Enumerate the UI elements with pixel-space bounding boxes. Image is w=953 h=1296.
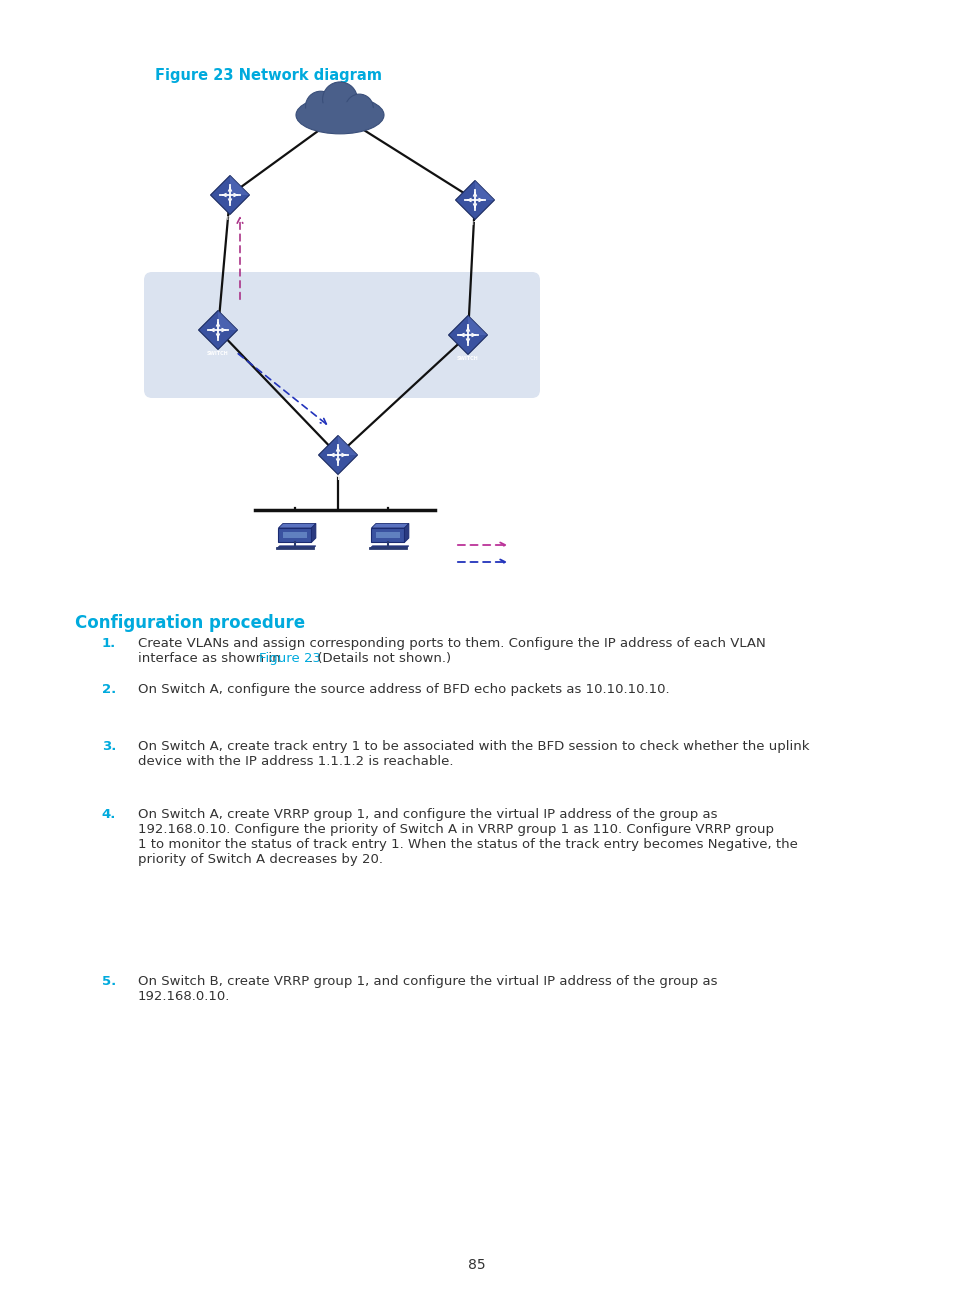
Text: On Switch B, create VRRP group 1, and configure the virtual IP address of the gr: On Switch B, create VRRP group 1, and co… <box>138 975 717 988</box>
Text: 2.: 2. <box>102 683 116 696</box>
Text: 3.: 3. <box>102 740 116 753</box>
Polygon shape <box>198 311 237 350</box>
FancyBboxPatch shape <box>144 272 539 398</box>
Circle shape <box>345 95 373 122</box>
Text: SWITCH: SWITCH <box>456 356 478 362</box>
Text: Configuration procedure: Configuration procedure <box>75 614 305 632</box>
Circle shape <box>305 91 335 122</box>
Text: 4.: 4. <box>102 807 116 820</box>
Polygon shape <box>455 180 494 219</box>
Text: 1 to monitor the status of track entry 1. When the status of the track entry bec: 1 to monitor the status of track entry 1… <box>138 839 797 851</box>
Text: 192.168.0.10.: 192.168.0.10. <box>138 990 230 1003</box>
Polygon shape <box>475 180 494 200</box>
Polygon shape <box>230 175 250 194</box>
Ellipse shape <box>300 102 379 128</box>
Text: 192.168.0.10. Configure the priority of Switch A in VRRP group 1 as 110. Configu: 192.168.0.10. Configure the priority of … <box>138 823 773 836</box>
Polygon shape <box>276 546 315 548</box>
Polygon shape <box>371 524 409 527</box>
Polygon shape <box>404 524 409 543</box>
Text: device with the IP address 1.1.1.2 is reachable.: device with the IP address 1.1.1.2 is re… <box>138 756 453 769</box>
Text: On Switch A, create VRRP group 1, and configure the virtual IP address of the gr: On Switch A, create VRRP group 1, and co… <box>138 807 717 820</box>
Text: SWITCH: SWITCH <box>207 351 229 356</box>
Text: On Switch A, create track entry 1 to be associated with the BFD session to check: On Switch A, create track entry 1 to be … <box>138 740 809 753</box>
Text: 1.: 1. <box>102 638 116 651</box>
Polygon shape <box>312 524 315 543</box>
Polygon shape <box>211 175 250 215</box>
Polygon shape <box>278 524 315 527</box>
Polygon shape <box>468 315 487 334</box>
Text: SWITCH: SWITCH <box>219 216 240 222</box>
Text: 85: 85 <box>468 1258 485 1271</box>
Circle shape <box>322 82 357 117</box>
Text: 5.: 5. <box>102 975 116 988</box>
Text: interface as shown in: interface as shown in <box>138 652 285 665</box>
Polygon shape <box>370 546 409 548</box>
Polygon shape <box>283 533 306 538</box>
Polygon shape <box>448 315 487 355</box>
Polygon shape <box>376 533 399 538</box>
Text: On Switch A, configure the source address of BFD echo packets as 10.10.10.10.: On Switch A, configure the source addres… <box>138 683 669 696</box>
Text: Figure 23 Network diagram: Figure 23 Network diagram <box>154 67 381 83</box>
Polygon shape <box>371 527 404 543</box>
Text: Figure 23: Figure 23 <box>259 652 321 665</box>
Ellipse shape <box>295 96 384 133</box>
Polygon shape <box>337 435 357 455</box>
Text: . (Details not shown.): . (Details not shown.) <box>309 652 451 665</box>
Polygon shape <box>318 435 357 474</box>
Text: SWITCH: SWITCH <box>327 477 349 481</box>
Text: SWITCH: SWITCH <box>464 222 485 227</box>
Polygon shape <box>278 527 312 543</box>
Text: priority of Switch A decreases by 20.: priority of Switch A decreases by 20. <box>138 853 382 866</box>
Text: Create VLANs and assign corresponding ports to them. Configure the IP address of: Create VLANs and assign corresponding po… <box>138 638 765 651</box>
Polygon shape <box>218 311 237 330</box>
